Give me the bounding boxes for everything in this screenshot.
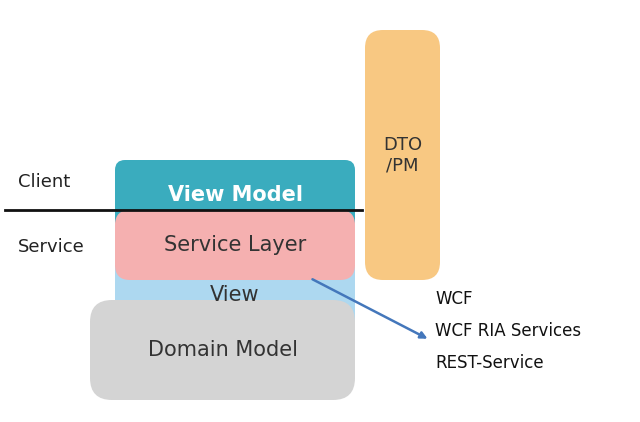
- Text: WCF RIA Services: WCF RIA Services: [435, 322, 581, 340]
- Text: DTO
/PM: DTO /PM: [383, 135, 422, 174]
- FancyBboxPatch shape: [115, 245, 355, 345]
- Text: Service Layer: Service Layer: [164, 235, 306, 255]
- Text: REST-Service: REST-Service: [435, 354, 543, 372]
- FancyBboxPatch shape: [90, 300, 355, 400]
- Text: View Model: View Model: [168, 185, 303, 205]
- Text: Client: Client: [18, 173, 70, 191]
- Text: WCF: WCF: [435, 290, 472, 308]
- Text: Domain Model: Domain Model: [147, 340, 298, 360]
- FancyBboxPatch shape: [115, 160, 355, 230]
- Text: Service: Service: [18, 238, 84, 256]
- Text: View: View: [210, 285, 260, 305]
- FancyBboxPatch shape: [115, 210, 355, 280]
- FancyBboxPatch shape: [365, 30, 440, 280]
